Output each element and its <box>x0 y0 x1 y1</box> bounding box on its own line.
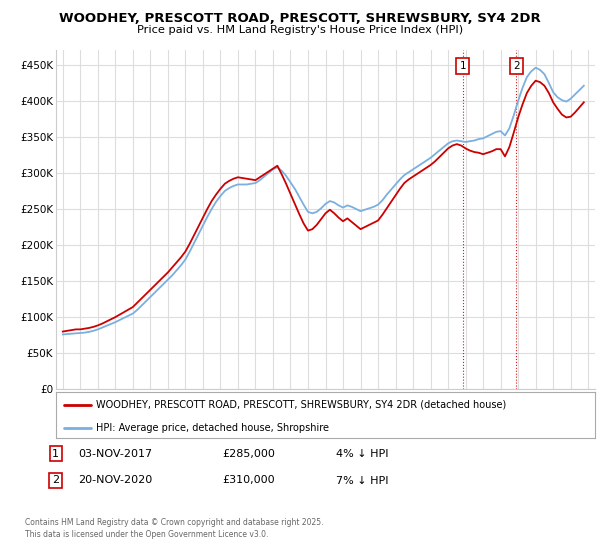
Text: Contains HM Land Registry data © Crown copyright and database right 2025.
This d: Contains HM Land Registry data © Crown c… <box>25 518 324 539</box>
Text: £310,000: £310,000 <box>222 475 275 486</box>
Text: 2: 2 <box>513 60 520 71</box>
Text: HPI: Average price, detached house, Shropshire: HPI: Average price, detached house, Shro… <box>96 423 329 433</box>
Text: 20-NOV-2020: 20-NOV-2020 <box>78 475 152 486</box>
Text: 03-NOV-2017: 03-NOV-2017 <box>78 449 152 459</box>
Text: WOODHEY, PRESCOTT ROAD, PRESCOTT, SHREWSBURY, SY4 2DR: WOODHEY, PRESCOTT ROAD, PRESCOTT, SHREWS… <box>59 12 541 25</box>
Text: 7% ↓ HPI: 7% ↓ HPI <box>336 475 389 486</box>
Text: £285,000: £285,000 <box>222 449 275 459</box>
Text: 1: 1 <box>52 449 59 459</box>
Text: WOODHEY, PRESCOTT ROAD, PRESCOTT, SHREWSBURY, SY4 2DR (detached house): WOODHEY, PRESCOTT ROAD, PRESCOTT, SHREWS… <box>96 400 506 410</box>
Text: 1: 1 <box>460 60 466 71</box>
Text: 4% ↓ HPI: 4% ↓ HPI <box>336 449 389 459</box>
Text: Price paid vs. HM Land Registry's House Price Index (HPI): Price paid vs. HM Land Registry's House … <box>137 25 463 35</box>
Text: 2: 2 <box>52 475 59 486</box>
